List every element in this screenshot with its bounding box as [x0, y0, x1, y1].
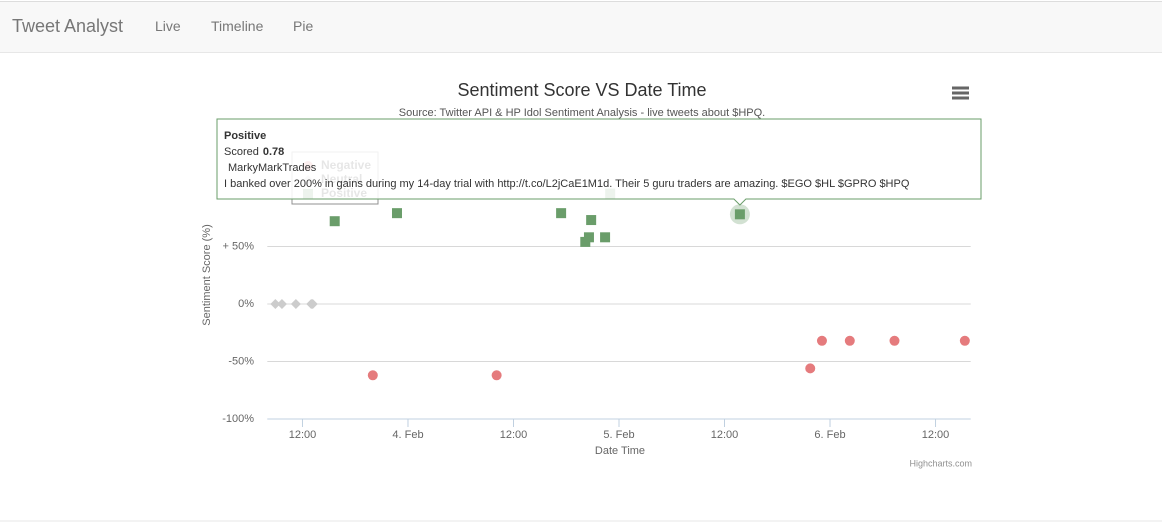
tooltip-box	[216, 118, 982, 206]
nav-link[interactable]: Live	[155, 18, 181, 34]
point[interactable]	[556, 208, 567, 219]
y-tick-label: 0%	[238, 298, 254, 310]
credits[interactable]: Highcharts.com	[909, 458, 972, 468]
brand[interactable]: Tweet Analyst	[12, 16, 124, 36]
x-axis-title: Date Time	[595, 445, 645, 457]
point[interactable]	[586, 215, 597, 226]
tooltip-score-label: Scored	[224, 146, 259, 158]
nav-link[interactable]: Pie	[293, 18, 314, 34]
y-tick-label: -50%	[228, 355, 254, 367]
x-tick-label: 12:00	[500, 429, 528, 441]
point[interactable]	[816, 335, 827, 346]
point[interactable]	[329, 216, 340, 227]
y-axis-title: Sentiment Score (%)	[201, 224, 213, 325]
x-tick-label: 6. Feb	[814, 429, 845, 441]
nav-link[interactable]: Timeline	[211, 18, 264, 34]
chart-title: Sentiment Score VS Date Time	[457, 80, 706, 100]
tooltip: Positive Scored 0.78 MarkyMarkTrades I banke…	[216, 118, 982, 206]
chart-subtitle: Source: Twitter API & HP Idol Sentiment …	[399, 107, 765, 119]
point[interactable]	[307, 299, 318, 309]
tooltip-user: MarkyMarkTrades	[228, 162, 317, 174]
point[interactable]	[276, 299, 287, 309]
x-tick-label: 12:00	[711, 429, 739, 441]
point[interactable]	[889, 335, 900, 346]
menu-button[interactable]	[952, 86, 969, 100]
tooltip-score-value: 0.78	[263, 146, 284, 158]
x-tick-label: 5. Feb	[603, 429, 634, 441]
point[interactable]	[734, 209, 745, 220]
point[interactable]	[600, 232, 611, 243]
y-tick-label: -100%	[222, 413, 254, 425]
y-tick-label: + 50%	[223, 240, 255, 252]
point[interactable]	[844, 335, 855, 346]
point[interactable]	[367, 370, 378, 381]
point[interactable]	[290, 299, 301, 309]
point[interactable]	[583, 232, 594, 243]
tooltip-text: I banked over 200% in gains during my 14…	[224, 178, 910, 190]
tooltip-score: Scored 0.78	[224, 146, 284, 158]
tooltip-series: Positive	[224, 130, 266, 142]
point[interactable]	[959, 335, 970, 346]
x-tick-label: 12:00	[289, 429, 317, 441]
navbar: Tweet Analyst Live Timeline Pie	[0, 1, 1162, 53]
point[interactable]	[391, 208, 402, 219]
point[interactable]	[270, 299, 281, 309]
point[interactable]	[491, 370, 502, 381]
x-tick-label: 12:00	[922, 429, 950, 441]
point[interactable]	[805, 363, 816, 374]
x-tick-label: 4. Feb	[392, 429, 423, 441]
